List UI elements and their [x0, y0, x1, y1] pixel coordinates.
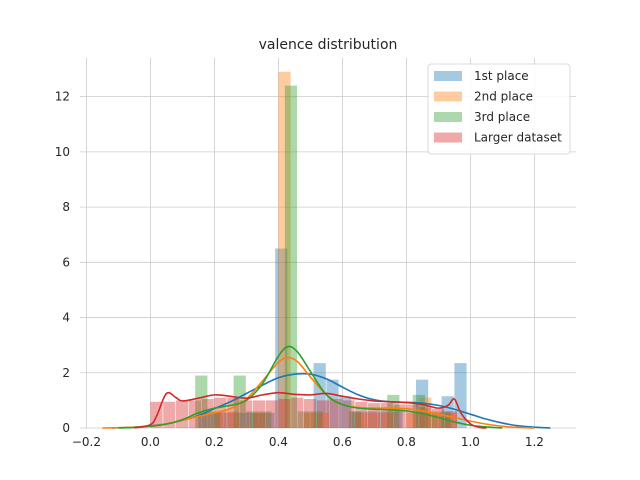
histogram-bars: [150, 71, 467, 428]
bar-0-18: [390, 411, 403, 428]
bars-series-2: [195, 85, 451, 428]
bar-3-9: [265, 400, 278, 428]
y-tick-label-4: 8: [62, 200, 70, 214]
bar-3-13: [316, 400, 329, 428]
legend-swatch-0: [434, 71, 462, 81]
bar-3-12: [304, 399, 317, 428]
bar-3-7: [240, 400, 253, 428]
kde-line-2: [118, 345, 503, 429]
bars-series-1: [214, 71, 457, 428]
bar-1-10: [278, 71, 291, 428]
bar-0-7: [249, 412, 262, 428]
bar-1-16: [355, 412, 368, 428]
bar-0-3: [198, 412, 211, 428]
legend-swatch-1: [434, 91, 462, 102]
bar-1-5: [214, 411, 227, 428]
bar-3-4: [201, 399, 214, 428]
bar-2-10: [284, 85, 297, 428]
y-tick-label-1: 2: [62, 366, 70, 380]
bar-0-8: [262, 412, 275, 428]
x-tick-label-5: 0.8: [397, 435, 416, 449]
y-tick-label-2: 4: [62, 311, 70, 325]
bar-0-16: [364, 411, 377, 428]
bar-1-6: [227, 411, 240, 428]
y-tick-label-0: 0: [62, 421, 70, 435]
y-tick-label-5: 10: [55, 145, 70, 159]
bar-0-5: [224, 412, 237, 428]
bar-3-16: [355, 401, 368, 428]
bar-2-12: [310, 411, 323, 428]
bar-1-18: [380, 412, 393, 428]
bar-2-7: [246, 411, 259, 428]
bar-2-18: [387, 394, 400, 428]
x-tick-label-6: 1.0: [461, 435, 480, 449]
bar-1-13: [316, 412, 329, 428]
legend-label-3: Larger dataset: [474, 131, 562, 145]
tick-labels: −0.2 0.0 0.2 0.4 0.6 0.8 1.0 1.2 0 2 4 6 8 10 12: [55, 90, 544, 449]
bar-1-20: [406, 412, 419, 428]
bar-3-2: [176, 400, 189, 428]
chart-title: valence distribution: [259, 37, 398, 53]
bar-3-10: [278, 399, 291, 428]
x-tick-label-0: −0.2: [72, 435, 101, 449]
x-tick-label-2: 0.2: [205, 435, 224, 449]
y-tick-label-3: 6: [62, 255, 70, 269]
y-tick-label-6: 12: [55, 90, 70, 104]
x-tick-label-1: 0.0: [141, 435, 160, 449]
bar-3-8: [252, 400, 265, 428]
bar-0-15: [352, 411, 365, 428]
legend: 1st place 2nd place 3rd place Larger datase…: [427, 63, 571, 155]
bar-0-9: [275, 248, 288, 428]
legend-label-2: 3rd place: [474, 110, 530, 124]
bar-2-4: [208, 411, 221, 428]
bar-2-6: [233, 375, 246, 428]
bar-1-8: [252, 412, 265, 428]
bar-0-4: [211, 412, 224, 428]
bar-0-13: [326, 379, 339, 428]
legend-swatch-2: [434, 112, 462, 122]
bar-0-17: [377, 411, 390, 428]
x-tick-label-3: 0.4: [269, 435, 288, 449]
bar-0-6: [236, 412, 249, 428]
kde-line-3: [134, 391, 487, 429]
legend-swatch-3: [434, 132, 462, 143]
bar-3-14: [329, 399, 342, 428]
bar-1-12: [304, 412, 317, 428]
bar-2-11: [297, 411, 310, 428]
bar-2-15: [348, 411, 361, 428]
bar-2-8: [259, 411, 272, 428]
bar-3-18: [380, 403, 393, 428]
bar-1-17: [368, 412, 381, 428]
legend-label-0: 1st place: [474, 69, 529, 83]
bar-0-12: [313, 363, 326, 428]
legend-label-1: 2nd place: [474, 90, 533, 104]
bar-3-17: [368, 403, 381, 428]
x-tick-label-7: 1.2: [525, 435, 544, 449]
bars-series-0: [198, 248, 467, 428]
bar-3-11: [291, 397, 304, 428]
x-tick-label-4: 0.6: [333, 435, 352, 449]
bar-3-1: [163, 401, 176, 428]
kde-curves: [102, 345, 551, 429]
legend-frame: [427, 63, 571, 155]
